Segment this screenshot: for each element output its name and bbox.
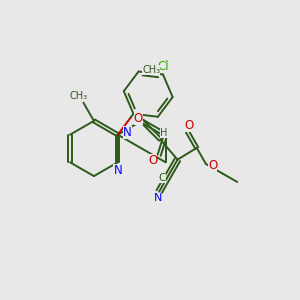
Text: CH₃: CH₃: [70, 91, 88, 101]
Text: N: N: [113, 164, 122, 177]
Text: O: O: [148, 154, 157, 167]
Text: N: N: [123, 126, 132, 139]
Text: H: H: [160, 128, 168, 138]
Text: O: O: [184, 119, 194, 132]
Text: N: N: [154, 193, 162, 203]
Text: CH₃: CH₃: [142, 65, 160, 75]
Text: C: C: [159, 173, 166, 183]
Text: O: O: [208, 159, 217, 172]
Text: O: O: [134, 112, 143, 125]
Text: Cl: Cl: [158, 60, 170, 73]
